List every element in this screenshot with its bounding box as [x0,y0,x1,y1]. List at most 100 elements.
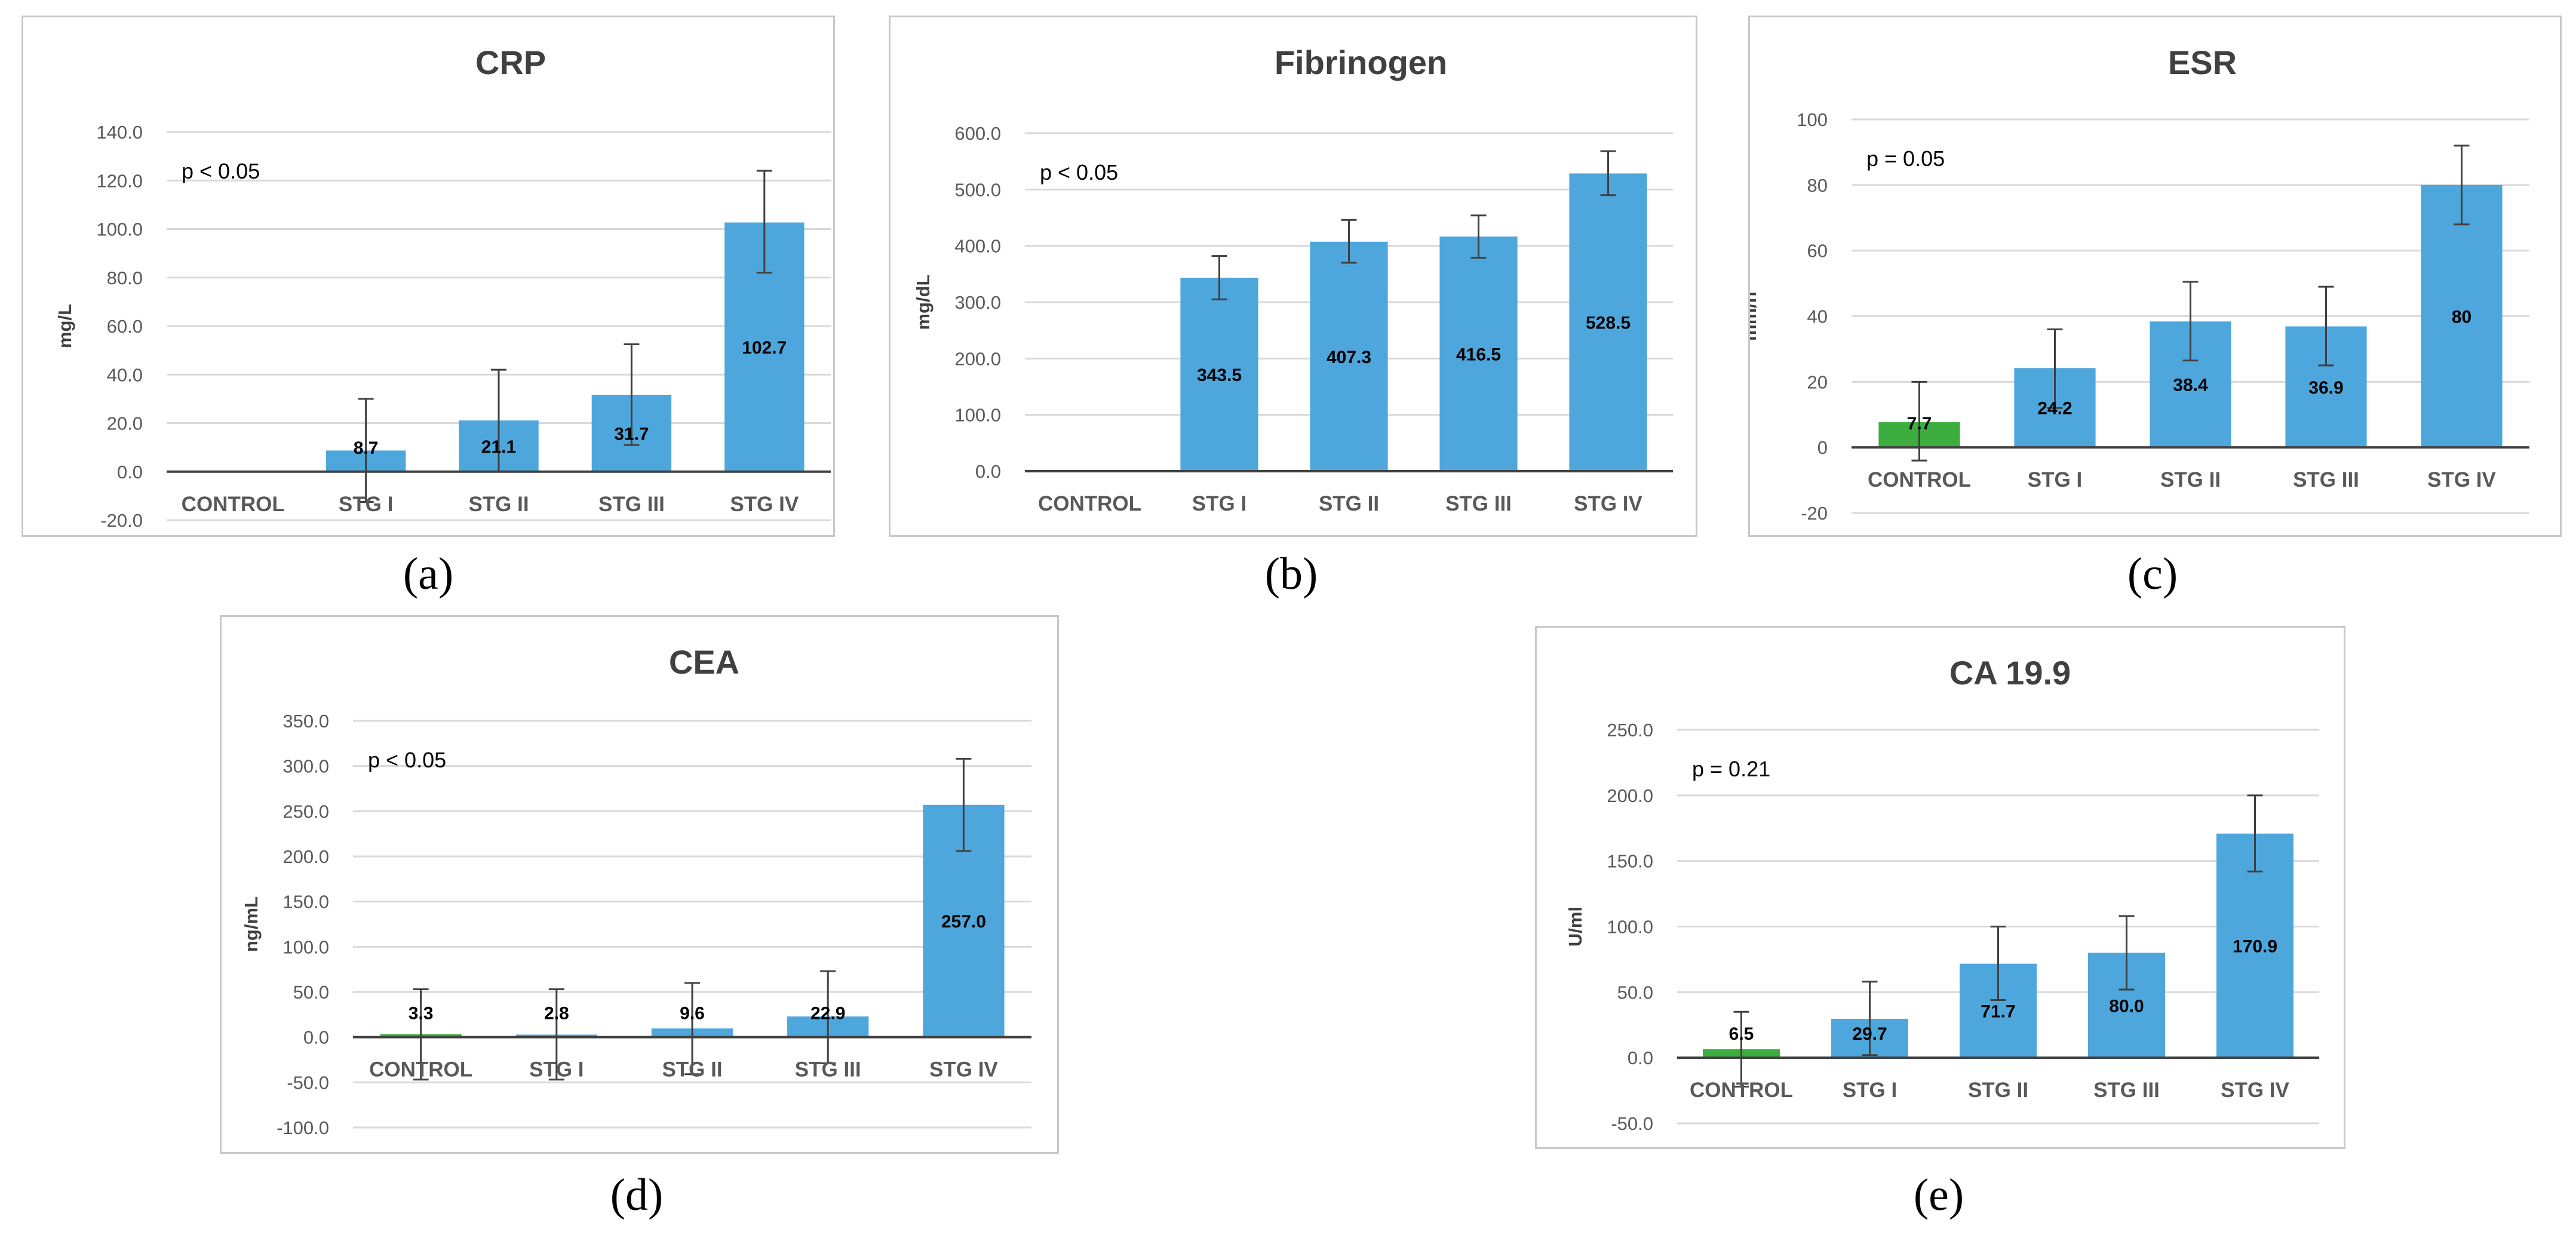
y-tick-label: 120.0 [96,170,143,191]
x-tick-label-stg-i: STG I [1192,492,1246,515]
chart-title: ESR [2168,44,2237,81]
y-tick-label: 100.0 [283,936,329,957]
data-label-stg-ii: 9.6 [680,1004,705,1024]
data-label-stg-ii: 21.1 [481,437,516,457]
p-value-annotation: p = 0.05 [1866,146,1945,171]
y-tick-label: -50.0 [287,1072,329,1093]
data-label-stg-iii: 31.7 [614,424,649,444]
x-tick-label-stg-iii: STG III [2093,1079,2160,1102]
y-axis-label: U/ml [1565,907,1586,947]
data-label-stg-i: 29.7 [1852,1024,1887,1044]
p-value-annotation: p = 0.21 [1692,757,1770,781]
chart-fibrinogen: Fibrinogen 0.0 100.0 200.0 300.0 400.0 500.0 60… [913,44,1673,515]
y-tick-label: 300.0 [954,292,1001,313]
data-label-stg-i: 24.2 [2037,399,2072,419]
panel-label-d: (d) [610,1170,664,1220]
data-label-stg-ii: 407.3 [1327,348,1371,367]
bar-stg-iv [1569,173,1647,471]
bar-stg-i [1180,277,1258,471]
y-tick-label: 40.0 [107,364,143,385]
y-axis-label: mm/h [1750,291,1760,341]
data-label-stg-iv: 257.0 [941,912,986,932]
data-label-control: 3.3 [409,1004,434,1024]
x-tick-label-stg-i: STG I [1843,1079,1897,1102]
chart-title: CA 19.9 [1949,654,2071,692]
p-value-annotation: p < 0.05 [1040,160,1118,185]
data-label-control: 6.5 [1729,1024,1754,1044]
chart-title: CRP [475,44,546,81]
x-tick-label-stg-iii: STG III [2293,468,2359,492]
bar-stg-ii [1310,241,1388,471]
y-tick-label: -50.0 [1611,1113,1653,1134]
y-axis-label: mg/L [54,304,75,348]
y-tick-label: 0.0 [1628,1048,1653,1068]
y-tick-label: 200.0 [283,846,329,867]
y-tick-label: 50.0 [1617,982,1653,1003]
x-tick-label-stg-iii: STG III [598,493,665,516]
panel-label-a: (a) [403,549,454,599]
y-tick-label: 100.0 [1607,917,1653,938]
panel-label-c: (c) [2127,549,2178,599]
y-tick-label: 300.0 [283,756,329,777]
chart-panel-crp: CRP -20.0 0.0 20.0 40.0 60.0 80.0 100.0 120.0 140… [22,16,835,537]
chart-cea: CEA -100.0 -50.0 0.0 50.0 100.0 150.0 200.0 250.… [241,643,1031,1138]
y-tick-label: 400.0 [954,236,1001,257]
y-tick-label: -20.0 [100,510,143,531]
chart-panel-ca199: CA 19.9 -50.0 0.0 50.0 100.0 150.0 200.0 250.0 U… [1535,626,2345,1149]
data-label-stg-iv: 80 [2452,308,2471,327]
y-tick-label: 0.0 [303,1027,329,1048]
chart-esr: ESR -20 0 20 40 60 80 100 mm/h p = 0.05 7.7 24.2 38.… [1750,44,2529,524]
y-tick-label: 80 [1807,175,1828,196]
y-tick-label: 40 [1807,306,1828,327]
chart-title: CEA [669,643,739,681]
data-label-stg-iv: 170.9 [2233,936,2277,956]
bar-stg-iii [1439,236,1518,471]
y-tick-label: 150.0 [1607,851,1653,872]
x-tick-label-stg-i: STG I [339,493,393,516]
panel-label-e: (e) [1913,1170,1964,1220]
y-tick-label: 350.0 [283,711,329,732]
p-value-annotation: p < 0.05 [182,159,260,183]
y-tick-label: 100.0 [954,405,1001,426]
data-label-control: 7.7 [1907,414,1932,434]
panel-label-b: (b) [1264,549,1318,599]
chart-crp: CRP -20.0 0.0 20.0 40.0 60.0 80.0 100.0 120.0 140… [54,44,831,531]
chart-title: Fibrinogen [1275,44,1447,81]
x-tick-label-stg-iv: STG IV [730,493,799,516]
chart-panel-cea: CEA -100.0 -50.0 0.0 50.0 100.0 150.0 200.0 250.… [220,615,1059,1154]
y-tick-label: 60.0 [107,316,143,337]
y-tick-label: 20 [1807,371,1828,392]
data-label-stg-iii: 22.9 [810,1004,845,1024]
y-tick-label: 140.0 [96,122,143,143]
data-label-stg-i: 8.7 [354,438,379,458]
x-tick-label-stg-iv: STG IV [2427,468,2496,492]
p-value-annotation: p < 0.05 [368,748,446,772]
y-tick-label: 80.0 [107,268,143,288]
data-label-stg-iii: 36.9 [2308,378,2343,398]
data-label-stg-i: 2.8 [544,1004,569,1024]
y-tick-label: 20.0 [107,413,143,434]
data-label-stg-iv: 102.7 [742,338,787,358]
x-tick-label-control: CONTROL [1690,1079,1793,1102]
y-tick-label: 100.0 [96,219,143,240]
y-tick-label: 250.0 [283,801,329,822]
y-tick-label: 150.0 [283,892,329,913]
y-tick-label: 50.0 [293,982,329,1003]
data-label-stg-ii: 71.7 [1981,1002,2015,1021]
bar-stg-iv [2421,185,2503,448]
chart-ca199: CA 19.9 -50.0 0.0 50.0 100.0 150.0 200.0 250.0 U… [1565,654,2319,1134]
x-tick-label-stg-i: STG I [529,1058,584,1082]
x-tick-label-stg-ii: STG II [468,493,529,516]
x-tick-label-stg-ii: STG II [662,1058,722,1082]
y-axis-label: ng/mL [241,896,262,952]
x-tick-label-stg-iii: STG III [1445,492,1512,515]
y-tick-label: 250.0 [1607,720,1653,741]
y-tick-label: -100.0 [277,1117,329,1138]
y-tick-label: 0 [1817,437,1828,458]
y-tick-label: -20 [1801,503,1828,524]
y-tick-label: 0.0 [975,461,1001,482]
x-tick-label-stg-iii: STG III [795,1058,861,1082]
y-tick-label: 600.0 [954,123,1001,144]
data-label-stg-i: 343.5 [1197,365,1242,385]
x-tick-label-control: CONTROL [1868,468,1971,492]
